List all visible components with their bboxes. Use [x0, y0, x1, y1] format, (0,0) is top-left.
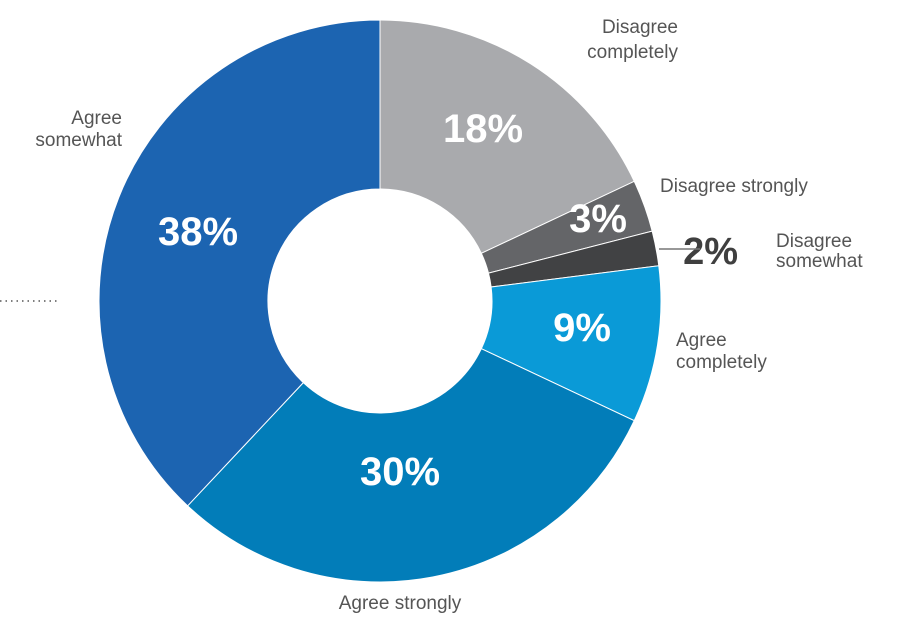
slice-disagree-completely: [379, 19, 635, 254]
value-label-agree-completely: 9%: [553, 306, 611, 350]
value-label-disagree-completely: 18%: [443, 107, 523, 151]
category-label-agree-completely: Agree completely: [676, 330, 767, 373]
category-label-disagree-completely: Disagree completely: [587, 17, 678, 63]
value-label-agree-somewhat: 38%: [158, 210, 238, 254]
value-label-disagree-somewhat: 2%: [683, 231, 738, 273]
value-labels: 18% 3% 2% 9% 30% 38%: [158, 107, 738, 494]
category-label-disagree-strongly: Disagree strongly: [660, 176, 808, 197]
value-label-disagree-strongly: 3%: [569, 197, 627, 241]
slice-agree-somewhat: [98, 19, 381, 507]
slice-agree-strongly: [186, 348, 635, 583]
category-label-agree-strongly: Agree strongly: [339, 593, 462, 614]
value-label-agree-strongly: 30%: [360, 450, 440, 494]
category-labels: Disagree completely Disagree strongly Disag…: [35, 17, 863, 614]
category-label-disagree-somewhat: Disagree somewhat: [776, 231, 863, 272]
category-label-agree-somewhat: Agree somewhat: [35, 108, 122, 151]
donut-slices: [98, 19, 662, 583]
